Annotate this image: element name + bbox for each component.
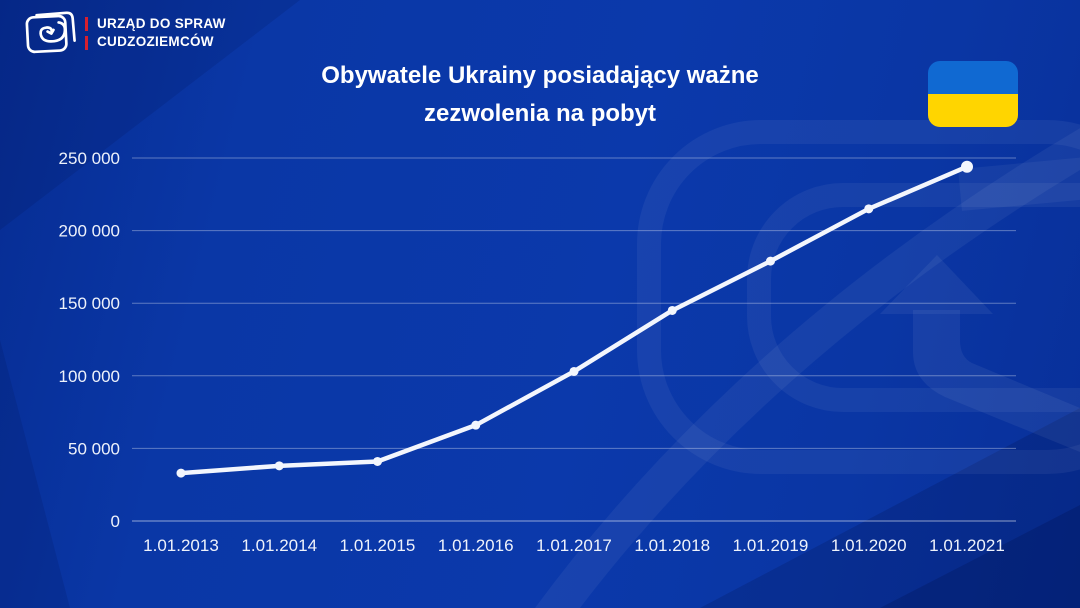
logo-line-2: CUDZOZIEMCÓW xyxy=(97,34,214,49)
y-axis-tick-label: 250 000 xyxy=(59,149,120,168)
data-point xyxy=(274,461,284,471)
y-axis-tick-label: 0 xyxy=(111,512,120,531)
flag-blue-stripe xyxy=(928,61,1018,94)
x-axis-tick-label: 1.01.2018 xyxy=(634,536,710,555)
data-point xyxy=(766,256,775,266)
x-axis-tick-label: 1.01.2021 xyxy=(929,536,1005,555)
data-line xyxy=(178,164,970,476)
title-line-1: Obywatele Ukrainy posiadający ważne xyxy=(321,62,759,89)
x-axis-tick-label: 1.01.2016 xyxy=(438,536,514,555)
x-axis-tick-label: 1.01.2013 xyxy=(143,536,219,555)
logo-line-1: URZĄD DO SPRAW xyxy=(97,16,226,32)
x-axis-tick-label: 1.01.2017 xyxy=(536,536,612,555)
data-point xyxy=(373,456,382,466)
data-point xyxy=(667,305,677,315)
y-axis-tick-label: 150 000 xyxy=(59,294,120,313)
x-axis-tick-label: 1.01.2014 xyxy=(241,536,317,555)
ukraine-flag-icon xyxy=(928,61,1018,127)
page-title: Obywatele Ukrainy posiadający ważne zezw… xyxy=(0,57,1080,133)
y-axis-tick-label: 50 000 xyxy=(68,439,120,458)
data-point xyxy=(961,160,973,173)
x-axis-tick-label: 1.01.2019 xyxy=(733,536,809,555)
logo-red-dash xyxy=(85,35,88,50)
data-point xyxy=(864,204,874,214)
office-logo-icon xyxy=(25,11,76,54)
x-axis-tick-label: 1.01.2015 xyxy=(340,536,416,555)
data-point xyxy=(471,420,481,430)
title-line-2: zezwolenia na pobyt xyxy=(423,100,657,127)
office-for-foreigners-logo: URZĄD DO SPRAW CUDZOZIEMCÓW xyxy=(24,9,226,57)
flag-yellow-stripe xyxy=(928,94,1018,127)
y-axis-tick-label: 100 000 xyxy=(59,367,120,386)
data-point xyxy=(176,468,186,478)
logo-red-divider xyxy=(85,16,88,50)
data-point xyxy=(569,366,579,376)
y-axis-tick-label: 200 000 xyxy=(59,222,120,241)
logo-red-dash xyxy=(85,16,88,31)
logo-wordmark: URZĄD DO SPRAW CUDZOZIEMCÓW xyxy=(97,15,226,50)
x-axis-tick-label: 1.01.2020 xyxy=(831,536,907,555)
